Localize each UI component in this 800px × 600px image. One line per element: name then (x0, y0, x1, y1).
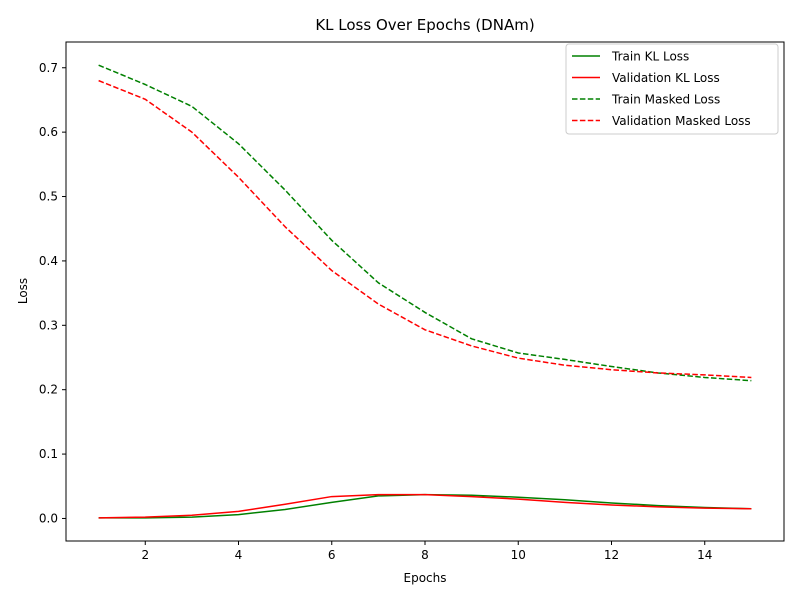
y-axis-ticks: 0.0 0.1 0.2 0.3 0.4 0.5 0.6 0.7 (39, 61, 66, 525)
x-axis-label: Epochs (404, 571, 447, 585)
legend-label: Train Masked Loss (611, 93, 720, 107)
legend-box (565, 43, 779, 135)
y-tick-label: 0.2 (39, 383, 58, 397)
legend-label: Validation Masked Loss (612, 114, 751, 128)
series-line-validation-kl-loss (98, 493, 752, 519)
x-tick-label: 12 (604, 548, 619, 562)
series-line-train-masked-loss (98, 64, 752, 382)
legend: Train KL Loss Validation KL Loss Train Mas… (565, 43, 779, 135)
y-tick-label: 0.7 (39, 61, 58, 75)
y-tick-label: 0.1 (39, 447, 58, 461)
y-tick-label: 0.6 (39, 125, 58, 139)
x-tick-label: 8 (421, 548, 429, 562)
x-tick-label: 4 (235, 548, 243, 562)
x-tick-label: 2 (141, 548, 149, 562)
y-tick-label: 0.0 (39, 511, 58, 525)
legend-label: Train KL Loss (611, 50, 689, 64)
x-tick-label: 10 (511, 548, 526, 562)
plot-area (98, 64, 752, 519)
x-tick-label: 6 (328, 548, 336, 562)
legend-label: Validation KL Loss (612, 71, 720, 85)
y-tick-label: 0.3 (39, 318, 58, 332)
x-tick-label: 14 (697, 548, 712, 562)
y-tick-label: 0.4 (39, 254, 58, 268)
y-axis-label: Loss (16, 278, 30, 304)
series-line-validation-masked-loss (98, 79, 752, 379)
x-axis-ticks: 2 4 6 8 10 12 14 (141, 541, 712, 562)
y-tick-label: 0.5 (39, 190, 58, 204)
chart-title: KL Loss Over Epochs (DNAm) (315, 16, 534, 34)
